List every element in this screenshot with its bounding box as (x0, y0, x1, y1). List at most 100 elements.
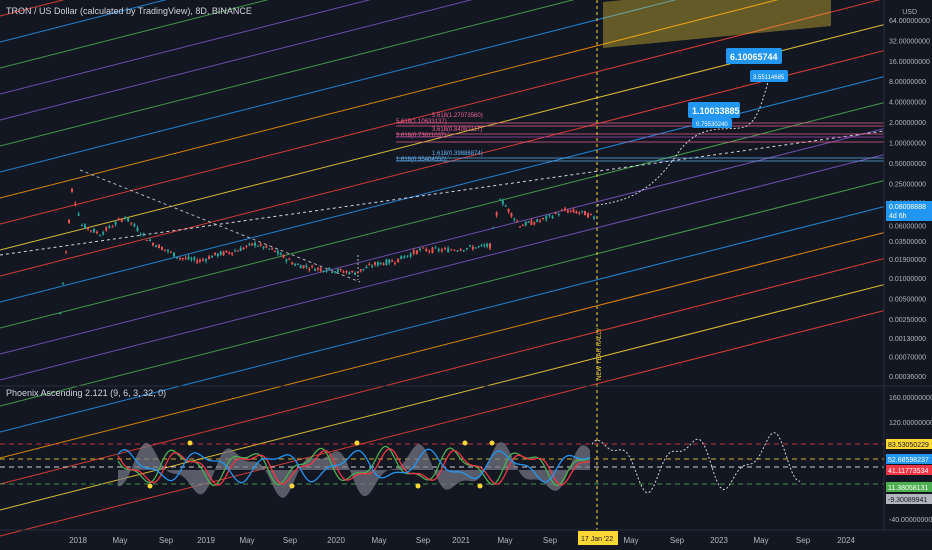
target-high-text: 6.10065744 (730, 52, 778, 62)
channel-midline (0, 130, 885, 256)
candle-body (176, 257, 178, 259)
candle-body (322, 270, 325, 272)
current-price-label: 0.08008888 (889, 204, 926, 211)
candle-body (578, 212, 581, 214)
candle-body (425, 249, 428, 252)
osc-value-box (886, 494, 932, 504)
price-series (59, 81, 769, 315)
candle-body (181, 257, 184, 259)
target-mid-callout (688, 102, 740, 118)
candle-body (334, 271, 336, 273)
candle-body (170, 251, 172, 253)
osc-signal-dot (147, 483, 153, 489)
candle-body (222, 251, 225, 256)
candle-body (459, 249, 462, 251)
candle-body (365, 266, 368, 269)
osc-blue-line (117, 448, 591, 484)
time-tick-label: 2023 (710, 536, 728, 545)
candle-body (225, 250, 228, 253)
candle-body (348, 272, 351, 275)
price-tick-label: 64.00000000 (889, 18, 930, 25)
candle-body (336, 269, 339, 272)
candle-body (406, 255, 409, 257)
time-tick-label: May (371, 536, 386, 545)
price-tick-label: 16.00000000 (889, 59, 930, 66)
time-tick-label: May (112, 536, 127, 545)
candle-body (328, 267, 331, 270)
candle-body (397, 258, 400, 263)
channel-line (0, 180, 885, 407)
candle-body (152, 242, 154, 246)
osc-value-box (886, 482, 932, 492)
price-tick-label: 4.00000000 (889, 100, 926, 107)
candle-body (581, 210, 584, 212)
candle-body (412, 250, 415, 254)
candle-body (155, 245, 157, 247)
osc-value-label: 11.38058131 (888, 485, 928, 492)
time-tick-label: May (753, 536, 768, 545)
candle-body (536, 219, 539, 222)
candle-body (527, 221, 530, 223)
candle-body (434, 247, 437, 249)
candle-body (521, 225, 524, 227)
candle-body (465, 247, 468, 249)
osc-value-box (886, 454, 932, 464)
candle-body (311, 265, 314, 267)
price-tick-label: 0.00250000 (889, 317, 926, 324)
candle-body (199, 259, 201, 262)
candle-body (99, 235, 101, 237)
candle-body (431, 247, 434, 253)
osc-tick-label: 120.00000000 (889, 420, 932, 427)
channel-line (0, 0, 473, 121)
candle-body (302, 265, 305, 269)
candle-body (276, 250, 279, 254)
time-tick-label: Sep (416, 536, 431, 545)
candle-body (422, 247, 425, 249)
price-tick-label: 8.00000000 (889, 79, 926, 86)
fib-5618-label: 5.618(1.10633137) (396, 119, 447, 125)
target-mid-small-callout (692, 118, 732, 128)
candle-body (379, 262, 382, 265)
candle-body (319, 268, 322, 271)
target-mid-text: 1.10033885 (692, 106, 740, 116)
candle-body (271, 248, 274, 250)
candle-body (173, 252, 175, 257)
candle-body (342, 271, 345, 273)
osc-signal-dot (462, 440, 468, 446)
candle-body (314, 269, 316, 271)
osc-value-box (886, 465, 932, 475)
candle-body (362, 268, 365, 270)
candle-body (90, 230, 92, 232)
candle-body (564, 208, 566, 211)
osc-green-line (117, 445, 591, 487)
countdown-label: 4d 6h (889, 213, 907, 220)
candle-body (193, 257, 196, 260)
candle-body (291, 262, 294, 265)
oscillator-pane (0, 432, 884, 498)
fib-3618-label: 3.618(0.73611037) (396, 133, 446, 139)
candle-body (59, 313, 61, 315)
osc-tick-label: 160.00000000 (889, 395, 932, 402)
candle-body (533, 222, 536, 225)
candle-body (102, 232, 105, 235)
price-tick-label: 0.50000000 (889, 161, 926, 168)
candle-body (539, 220, 541, 222)
candle-body (124, 217, 126, 219)
candle-body (331, 272, 334, 274)
osc-forecast (591, 432, 801, 494)
candle-body (256, 245, 259, 247)
candle-body (239, 247, 242, 252)
candle-body (216, 253, 219, 257)
candle-body (288, 258, 291, 260)
candle-body (111, 226, 114, 228)
time-tick-label: Sep (796, 536, 811, 545)
osc-value-label: 83.53050229 (888, 442, 929, 449)
candle-body (480, 244, 483, 246)
candle-body (560, 210, 563, 212)
target-high-callout (726, 48, 782, 64)
candle-body (117, 218, 120, 220)
price-tick-label: 1.00000000 (889, 140, 926, 147)
channel-line (0, 0, 677, 173)
candle-body (219, 251, 222, 255)
